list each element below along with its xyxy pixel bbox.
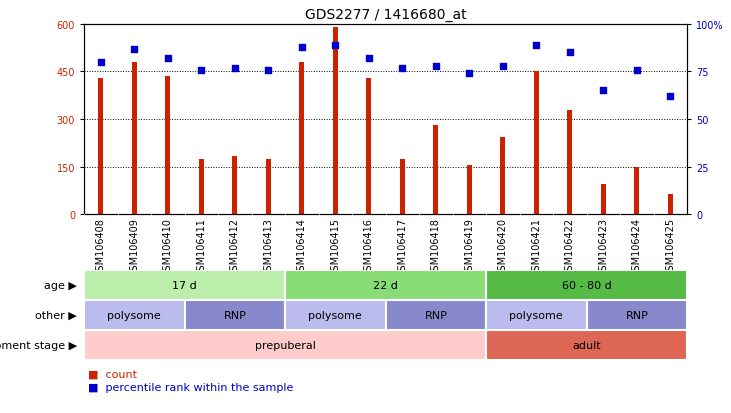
Point (262, 67, 274, 74)
Bar (635, 167, 640, 215)
Text: GSM106418: GSM106418 (431, 218, 441, 276)
Bar (333, 28, 338, 215)
Bar (386, 300, 486, 330)
Bar (601, 185, 606, 215)
Bar (587, 300, 687, 330)
Text: other ▶: other ▶ (35, 310, 77, 320)
Text: 22 d: 22 d (373, 280, 398, 290)
Text: 60 - 80 d: 60 - 80 d (561, 280, 612, 290)
Bar (84, 300, 184, 330)
Bar (232, 156, 238, 215)
Text: polysome: polysome (107, 310, 162, 320)
Text: GSM106421: GSM106421 (531, 218, 542, 276)
Bar (285, 271, 486, 300)
Point (430, 63, 442, 70)
Text: adult: adult (572, 340, 601, 350)
Text: GSM106411: GSM106411 (197, 218, 206, 276)
Bar (500, 137, 505, 215)
Bar (165, 77, 170, 215)
Bar (366, 78, 371, 215)
Text: GSM106422: GSM106422 (565, 218, 575, 277)
Bar (84, 271, 285, 300)
Bar (299, 63, 304, 215)
Text: RNP: RNP (425, 310, 447, 320)
Bar (486, 330, 687, 360)
Bar (486, 300, 587, 330)
Point (396, 65, 408, 72)
Bar (433, 126, 439, 215)
Text: GSM106417: GSM106417 (398, 218, 407, 276)
Point (664, 94, 676, 100)
Text: GSM106419: GSM106419 (464, 218, 474, 276)
Bar (184, 300, 285, 330)
Point (129, 46, 140, 53)
Bar (467, 166, 472, 215)
Text: ■  count: ■ count (88, 369, 137, 379)
Text: RNP: RNP (224, 310, 246, 320)
Text: RNP: RNP (626, 310, 648, 320)
Text: GSM106409: GSM106409 (129, 218, 140, 276)
Bar (132, 63, 137, 215)
Point (296, 44, 308, 51)
Text: polysome: polysome (308, 310, 363, 320)
Text: ■  percentile rank within the sample: ■ percentile rank within the sample (88, 382, 293, 392)
Text: GSM106415: GSM106415 (330, 218, 341, 276)
Bar (199, 159, 204, 215)
Point (330, 43, 341, 49)
Point (162, 56, 174, 62)
Text: GSM106412: GSM106412 (230, 218, 240, 276)
Title: GDS2277 / 1416680_at: GDS2277 / 1416680_at (305, 8, 466, 22)
Point (497, 63, 509, 70)
Point (195, 67, 207, 74)
Bar (400, 159, 405, 215)
Text: GSM106424: GSM106424 (632, 218, 642, 276)
Point (229, 65, 240, 72)
Bar (98, 78, 103, 215)
Bar (285, 300, 386, 330)
Point (463, 71, 475, 78)
Text: age ▶: age ▶ (44, 280, 77, 290)
Bar (486, 271, 687, 300)
Point (363, 56, 375, 62)
Point (597, 88, 609, 95)
Bar (534, 72, 539, 215)
Point (564, 50, 576, 57)
Text: GSM106413: GSM106413 (263, 218, 273, 276)
Text: GSM106410: GSM106410 (163, 218, 173, 276)
Point (631, 67, 643, 74)
Text: GSM106408: GSM106408 (96, 218, 106, 276)
Text: 17 d: 17 d (173, 280, 197, 290)
Text: GSM106414: GSM106414 (297, 218, 307, 276)
Bar (84, 330, 486, 360)
Bar (668, 194, 673, 215)
Text: GSM106423: GSM106423 (599, 218, 608, 276)
Point (531, 43, 542, 49)
Bar (567, 110, 572, 215)
Text: development stage ▶: development stage ▶ (0, 340, 77, 350)
Text: polysome: polysome (510, 310, 564, 320)
Bar (266, 159, 271, 215)
Text: prepuberal: prepuberal (254, 340, 316, 350)
Text: GSM106416: GSM106416 (364, 218, 374, 276)
Text: GSM106420: GSM106420 (498, 218, 508, 276)
Point (95, 59, 107, 66)
Text: GSM106425: GSM106425 (665, 218, 675, 277)
